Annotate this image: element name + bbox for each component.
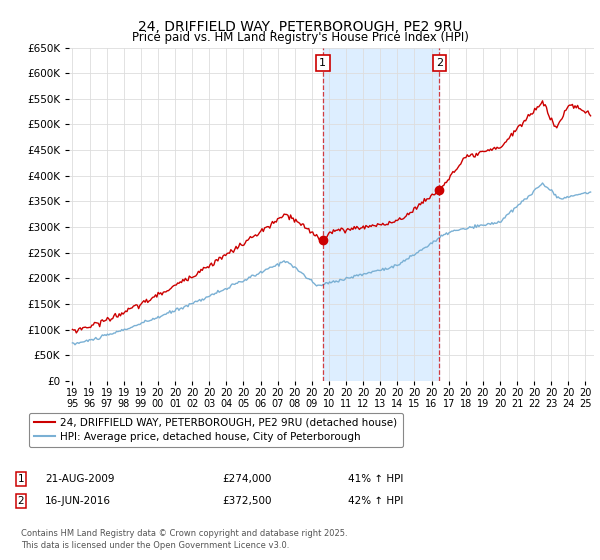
Text: 21-AUG-2009: 21-AUG-2009 — [45, 474, 115, 484]
Text: 2: 2 — [17, 496, 25, 506]
Text: 16-JUN-2016: 16-JUN-2016 — [45, 496, 111, 506]
Text: Contains HM Land Registry data © Crown copyright and database right 2025.: Contains HM Land Registry data © Crown c… — [21, 529, 347, 538]
Text: 2: 2 — [436, 58, 443, 68]
Text: 41% ↑ HPI: 41% ↑ HPI — [348, 474, 403, 484]
Text: £274,000: £274,000 — [222, 474, 271, 484]
Text: 1: 1 — [319, 58, 326, 68]
Text: £372,500: £372,500 — [222, 496, 271, 506]
Legend: 24, DRIFFIELD WAY, PETERBOROUGH, PE2 9RU (detached house), HPI: Average price, d: 24, DRIFFIELD WAY, PETERBOROUGH, PE2 9RU… — [29, 413, 403, 447]
Text: 24, DRIFFIELD WAY, PETERBOROUGH, PE2 9RU: 24, DRIFFIELD WAY, PETERBOROUGH, PE2 9RU — [138, 20, 462, 34]
Text: 42% ↑ HPI: 42% ↑ HPI — [348, 496, 403, 506]
Text: Price paid vs. HM Land Registry's House Price Index (HPI): Price paid vs. HM Land Registry's House … — [131, 31, 469, 44]
Text: This data is licensed under the Open Government Licence v3.0.: This data is licensed under the Open Gov… — [21, 542, 289, 550]
Text: 1: 1 — [17, 474, 25, 484]
Bar — [323, 48, 439, 381]
